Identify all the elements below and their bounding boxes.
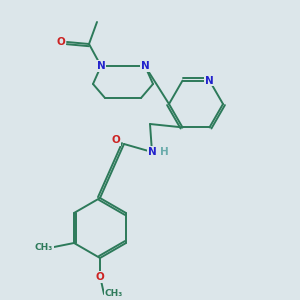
Text: O: O [112,135,120,145]
Text: CH₃: CH₃ [105,290,123,298]
Text: N: N [97,61,105,71]
Text: N: N [205,76,214,85]
Text: H: H [160,147,168,157]
Text: O: O [96,272,104,282]
Text: O: O [57,37,65,47]
Text: N: N [148,147,156,157]
Text: CH₃: CH₃ [35,242,53,251]
Text: N: N [141,61,149,71]
